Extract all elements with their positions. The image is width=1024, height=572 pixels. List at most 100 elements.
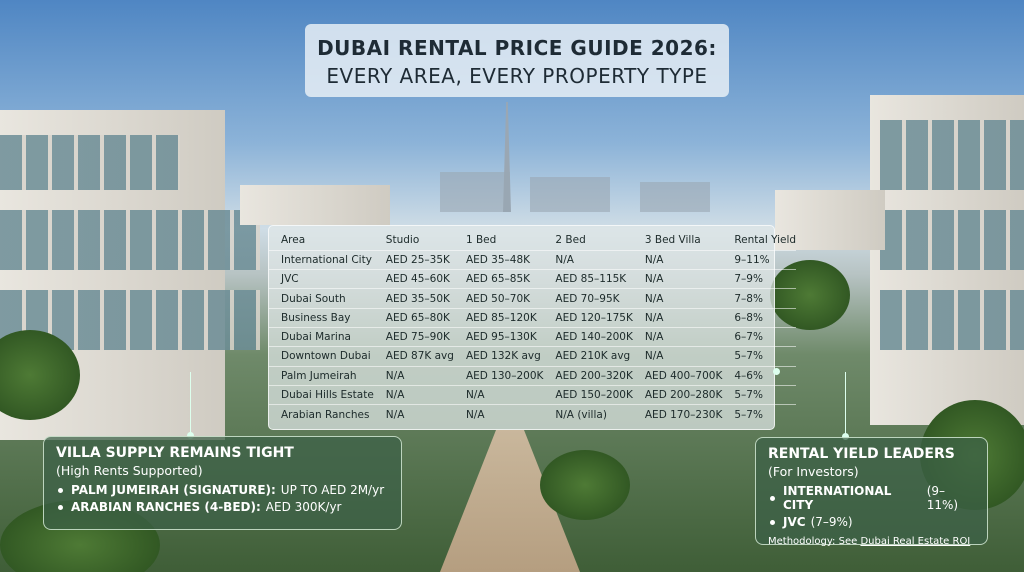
callout-subtitle: (High Rents Supported): [56, 463, 203, 478]
title: DUBAI RENTAL PRICE GUIDE 2026:: [317, 36, 717, 60]
tree: [0, 330, 80, 420]
bullet: [58, 504, 63, 510]
table-cell: 7–8%: [722, 288, 797, 309]
table-row: Dubai Marina AED 75–90K AED 95–130K AED 140…: [269, 327, 797, 348]
table-cell: AED 170–230K: [644, 408, 723, 421]
building: [880, 290, 1024, 350]
connector: [187, 432, 194, 439]
table-cell: AED 200–320K: [543, 366, 633, 386]
building: [880, 210, 1024, 270]
table-cell: AED 400–700K: [632, 366, 723, 386]
table-cell: N/A (villa): [555, 408, 607, 421]
table-cell: Business Bay: [269, 308, 374, 328]
callout-subtitle: (For Investors): [768, 464, 859, 479]
table-cell: Dubai South: [269, 288, 374, 309]
table-cell: N/A: [632, 269, 723, 290]
table-cell: AED 95–130K: [453, 327, 544, 348]
item-label: INTERNATIONAL CITY: [783, 484, 892, 512]
table-row: Arabian Ranches N/A N/A N/A (villa) AED 170–…: [269, 405, 796, 424]
table-cell: AED 25–35K: [373, 250, 454, 271]
item-value: (7–9%): [810, 515, 853, 529]
table-cell: Palm Jumeirah: [269, 366, 374, 386]
table-cell: 5–7%: [734, 408, 763, 421]
skyline: [503, 102, 511, 212]
table-cell: AED 132K avg: [453, 346, 544, 367]
bullet-item: ARABIAN RANCHES (4-BED): AED 300K/yr: [56, 500, 389, 514]
table-cell: N/A: [373, 385, 454, 406]
table-cell: AED 65–80K: [373, 308, 454, 328]
table-row: Dubai Hills Estate N/A N/A AED 150–200K AED …: [269, 385, 797, 406]
subtitle: EVERY AREA, EVERY PROPERTY TYPE: [326, 64, 708, 88]
table-cell: N/A: [373, 366, 454, 386]
bullet-item: INTERNATIONAL CITY (9–11%): [768, 484, 975, 512]
table-row: Downtown Dubai AED 87K avg AED 132K avg AED…: [269, 346, 797, 367]
building: [880, 120, 1024, 190]
table-cell: AED 210K avg: [543, 346, 633, 367]
table-cell: Arabian Ranches: [281, 408, 370, 421]
bullet: [58, 487, 63, 493]
connector: [190, 372, 191, 436]
table-row: JVC AED 45–60K AED 65–85K AED 85–115K N/A 7–9…: [269, 269, 797, 290]
methodology-text: Methodology: See: [768, 536, 858, 547]
bullet: [770, 519, 775, 525]
table-cell: AED 87K avg: [373, 346, 454, 367]
table-cell: Downtown Dubai: [269, 346, 374, 367]
item-label: ARABIAN RANCHES (4-BED):: [71, 500, 261, 514]
table-cell: AED 70–95K: [543, 288, 633, 309]
table-cell: AED 85–120K: [453, 308, 544, 328]
connector: [845, 372, 846, 438]
yield-callout: RENTAL YIELD LEADERS (For Investors) INT…: [755, 437, 988, 547]
table-cell: Dubai Hills Estate: [269, 385, 374, 406]
table-cell: N/A: [632, 327, 723, 348]
column-header: 2 Bed: [543, 231, 633, 251]
column-header: Area: [269, 231, 374, 251]
table-cell: N/A: [385, 408, 405, 421]
table-cell: N/A: [632, 288, 723, 309]
table-cell: 6–8%: [722, 308, 797, 328]
bullet: [770, 495, 775, 501]
connector: [842, 433, 849, 440]
methodology: Methodology: See Dubai Real Estate ROI: [768, 536, 975, 547]
table-cell: 5–7%: [722, 346, 797, 367]
table-cell: AED 50–70K: [453, 288, 544, 309]
building: [240, 185, 390, 225]
column-header: Rental Yield: [722, 231, 797, 251]
table: Area Studio 1 Bed 2 Bed 3 Bed Villa Rental Yi…: [269, 231, 797, 424]
table-cell: AED 65–85K: [453, 269, 544, 290]
table-cell: AED 35–50K: [373, 288, 454, 309]
table-cell: N/A: [453, 385, 544, 406]
column-header: 3 Bed Villa: [632, 231, 723, 251]
table-cell: N/A: [632, 250, 723, 271]
header-row: Area Studio 1 Bed 2 Bed 3 Bed Villa Rental Yi…: [269, 231, 797, 251]
table-cell: 9–11%: [722, 250, 797, 271]
price-table: Area Studio 1 Bed 2 Bed 3 Bed Villa Rental Yi…: [268, 225, 797, 430]
table-row: International City AED 25–35K AED 35–48K N/…: [269, 250, 797, 271]
column-header: 1 Bed: [453, 231, 544, 251]
villa-callout: VILLA SUPPLY REMAINS TIGHT (High Rents S…: [43, 436, 402, 530]
column-header: Studio: [373, 231, 454, 251]
tree: [540, 450, 630, 520]
table-cell: AED 130–200K: [453, 366, 544, 386]
table-cell: AED 75–90K: [373, 327, 454, 348]
building: [0, 210, 260, 270]
table-row: Business Bay AED 65–80K AED 85–120K AED 120…: [269, 308, 797, 328]
table-cell: AED 140–200K: [543, 327, 633, 348]
item-value: AED 300K/yr: [265, 500, 342, 514]
roi-link[interactable]: Dubai Real Estate ROI: [860, 536, 971, 547]
item-value: UP TO AED 2M/yr: [280, 483, 385, 497]
table-cell: AED 200–280K: [632, 385, 723, 406]
callout-title: VILLA SUPPLY REMAINS TIGHT: [56, 445, 294, 461]
table-cell: 5–7%: [722, 385, 797, 406]
bullet-item: PALM JUMEIRAH (SIGNATURE): UP TO AED 2M/y…: [56, 483, 389, 497]
building: [0, 135, 180, 190]
table-cell: N/A: [632, 308, 723, 328]
table-row: Palm Jumeirah N/A AED 130–200K AED 200–320K…: [269, 366, 797, 386]
table-cell: JVC: [269, 269, 374, 290]
item-value: (9–11%): [926, 484, 959, 512]
title-box: DUBAI RENTAL PRICE GUIDE 2026: EVERY ARE…: [305, 24, 729, 97]
table-cell: 4–6%: [722, 366, 797, 386]
connector: [773, 368, 780, 375]
table-cell: AED 120–175K: [543, 308, 633, 328]
skyline: [530, 177, 610, 212]
